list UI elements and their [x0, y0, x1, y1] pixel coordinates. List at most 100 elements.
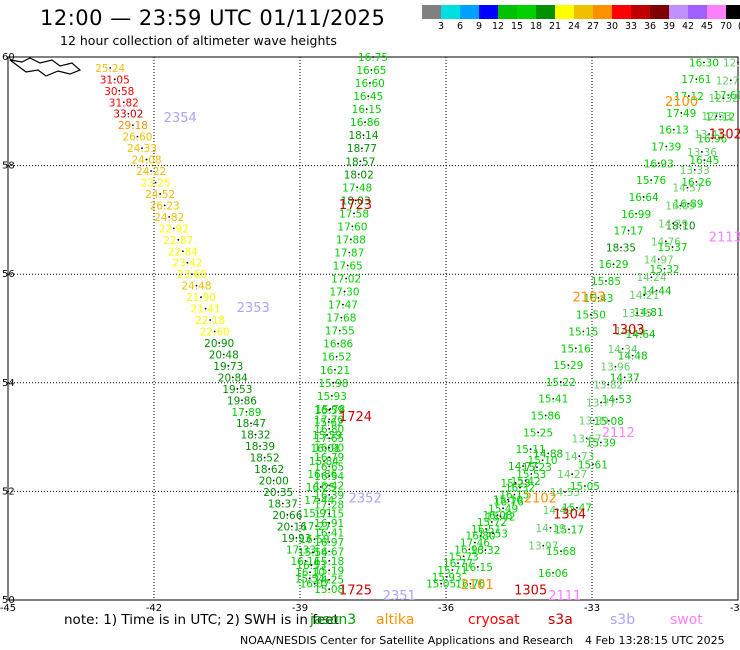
- wave-height-label: 15.53: [516, 469, 546, 481]
- track-point: [451, 569, 454, 571]
- wave-height-label: 15.54: [298, 547, 328, 559]
- track-point: [665, 240, 667, 243]
- wave-height-label: 12.78: [716, 75, 740, 87]
- wave-height-label: 17.89: [231, 407, 261, 419]
- track-point: [529, 448, 532, 451]
- lat-tick-label: 60: [2, 52, 15, 63]
- wave-height-label: 14.76: [651, 236, 681, 248]
- track-point: [547, 452, 550, 455]
- track-point: [113, 78, 116, 81]
- track-point: [141, 147, 143, 150]
- wave-height-label: 17.58: [339, 208, 369, 220]
- wave-height-label: 14.34: [608, 344, 638, 356]
- track-point: [650, 179, 653, 182]
- track-point: [328, 531, 331, 534]
- wave-height-label: 17.30: [329, 287, 359, 299]
- wave-height-label: 16.52: [322, 352, 352, 364]
- wave-height-label: 15.68: [546, 546, 576, 558]
- track-pass-label: 1302: [709, 127, 740, 142]
- track-point: [245, 410, 248, 413]
- scale-label: 33: [624, 21, 638, 32]
- track-point: [524, 479, 527, 482]
- wave-height-label: 16.21: [320, 365, 350, 377]
- track-point: [328, 493, 331, 496]
- wave-height-label: 16.86: [323, 339, 353, 351]
- wave-height-label: 15.19: [314, 565, 344, 577]
- track-point: [159, 193, 162, 195]
- scale-label: 15: [510, 21, 524, 32]
- wave-height-label: 24.33: [127, 143, 157, 155]
- track-pass-label: 2113: [709, 231, 740, 246]
- wave-height-label: 16.96: [697, 133, 727, 145]
- lon-tick-label: -45: [0, 603, 16, 614]
- wave-height-label: 14.81: [634, 307, 664, 319]
- track-point: [277, 491, 280, 493]
- wave-height-label: 15.76: [636, 175, 666, 187]
- wave-height-label: 13.35: [622, 308, 652, 320]
- wave-height-label: 12.32: [709, 93, 739, 105]
- track-point: [177, 238, 180, 241]
- scale-label: 12: [491, 21, 505, 32]
- track-pass-label: 2101: [461, 578, 494, 593]
- scale-label: (ft): [732, 21, 740, 32]
- track-point: [536, 466, 538, 469]
- wave-height-label: 23.60: [177, 269, 207, 281]
- track-point: [469, 582, 472, 585]
- wave-height-label: 14.77: [508, 461, 538, 473]
- track-point: [145, 158, 148, 161]
- lat-tick-label: 58: [2, 161, 15, 172]
- wave-height-label: 17.55: [325, 326, 355, 338]
- wave-height-label: 22.92: [159, 223, 189, 235]
- wave-height-label: 20.16: [277, 521, 307, 533]
- track-point: [310, 564, 313, 567]
- track-point: [308, 577, 311, 580]
- track-point: [559, 381, 562, 383]
- track-point: [132, 124, 134, 127]
- track-point: [612, 263, 615, 266]
- wave-height-label: 18.03: [341, 195, 371, 207]
- wave-height-label: 17.28: [314, 499, 344, 511]
- track-point: [607, 419, 610, 422]
- track-point: [468, 548, 471, 551]
- track-point: [361, 147, 363, 150]
- track-point: [679, 224, 682, 227]
- wave-height-label: 15.73: [449, 551, 479, 563]
- wave-height-label: 15.42: [511, 476, 541, 488]
- track-point: [286, 514, 289, 516]
- track-pass-label: 1305: [514, 584, 547, 599]
- wave-height-label: 25.24: [95, 63, 125, 75]
- satellite-legend-item: s3b: [610, 612, 636, 628]
- wave-height-label: 14.64: [626, 329, 656, 341]
- scale-label: 42: [681, 21, 695, 32]
- track-point: [272, 479, 275, 482]
- scale-swatch: [536, 5, 555, 19]
- track-point: [462, 555, 465, 558]
- track-point: [703, 61, 705, 64]
- wave-height-label: 15.23: [501, 478, 531, 490]
- track-point: [564, 491, 566, 493]
- track-point: [544, 414, 547, 417]
- track-point: [687, 95, 690, 97]
- track-point: [514, 481, 517, 484]
- track-point: [639, 333, 642, 335]
- track-point: [334, 368, 336, 371]
- footer-timestamp: 4 Feb 13:28:15 UTC 2025: [585, 634, 725, 647]
- track-point: [642, 196, 645, 198]
- footer-credit: NOAA/NESDIS Center for Satellite Applica…: [240, 634, 574, 647]
- wave-height-label: 16.43: [583, 293, 613, 305]
- wave-height-label: 16.60: [355, 78, 385, 90]
- wave-height-label: 24.22: [136, 166, 166, 178]
- wave-height-label: 18.57: [345, 156, 375, 168]
- track-point: [315, 525, 317, 528]
- track-point: [605, 280, 607, 282]
- wave-height-label: 16.91: [314, 518, 344, 530]
- wave-height-label: 16.01: [311, 443, 341, 455]
- track-pass-label: 1723: [339, 198, 372, 213]
- track-point: [522, 465, 524, 467]
- wave-height-label: 15.05: [570, 481, 600, 493]
- scale-label: 24: [567, 21, 581, 32]
- wave-height-label: 24.52: [145, 189, 175, 201]
- scale-swatch: [574, 5, 593, 19]
- wave-height-label: 16.80: [314, 424, 344, 436]
